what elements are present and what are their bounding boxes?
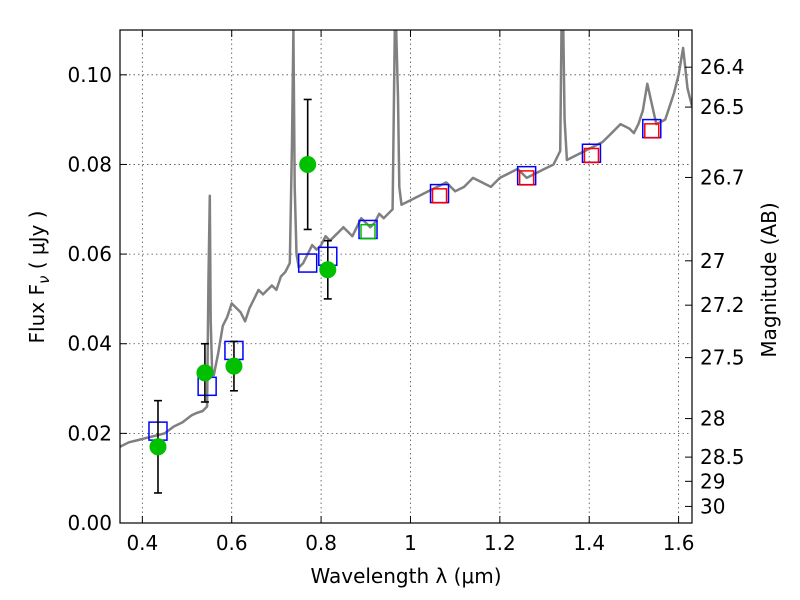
observed-flux-point [299,155,317,173]
magnitude-tick-label: 26.4 [700,55,745,79]
magnitude-tick-label: 26.5 [700,95,745,119]
plot-frame [119,29,693,524]
y-ticks: 0.00 0.02 0.04 0.06 0.08 0.10 [67,63,127,535]
magnitude-tick-label: 27.5 [700,346,745,370]
model-box-marker [297,253,318,273]
model-sed-line [120,30,692,448]
grid-lines [120,30,692,523]
observed-flux-point [225,357,243,375]
model-box-marker [518,170,535,186]
magnitude-tick-label: 26.7 [700,165,745,189]
series-layer [120,30,692,494]
observed-flux-point [149,438,167,456]
magnitude-tick-label: 30 [700,494,725,518]
observed-flux-point [196,364,214,382]
x-tick-label: 1 [404,531,417,555]
y-axis-label: Flux Fν ( μJy ) [25,211,53,344]
y-axis-label-unit: ( μJy ) [25,211,49,276]
y-tick-label: 0.00 [67,511,112,535]
x-tick-label: 0.6 [216,531,248,555]
x-tick-label: 1.2 [484,531,516,555]
plot-area [120,30,692,494]
y-tick-label: 0.08 [67,152,112,176]
magnitude-tick-label: 27.2 [700,293,745,317]
x-tick-label: 1.6 [663,531,695,555]
x-tick-label: 1.4 [573,531,605,555]
y-tick-label: 0.04 [67,332,112,356]
y2-axis-label: Magnitude (AB) [757,202,781,357]
model-box-marker [431,188,448,204]
magnitude-tick-label: 28.5 [700,445,745,469]
magnitude-tick-label: 29 [700,469,725,493]
y-axis-label-main: Flux F [25,284,49,343]
model-box-marker [360,223,376,240]
y-tick-label: 0.10 [67,63,112,87]
magnitude-tick-label: 28 [700,407,725,431]
x-tick-label: 0.8 [305,531,337,555]
axes [119,29,693,524]
model-box-marker [583,147,600,164]
observed-flux-point [319,261,337,279]
y-tick-label: 0.06 [67,242,112,266]
model-box-marker [644,123,660,139]
y-tick-label: 0.02 [67,421,112,445]
x-axis-label: Wavelength λ (μm) [310,564,501,588]
magnitude-tick-label: 27 [700,249,725,273]
x-ticks: 0.4 0.6 0.8 1 1.2 1.4 1.6 [126,30,695,555]
y-axis-label-sub: ν [35,276,53,284]
x-tick-label: 0.4 [126,531,158,555]
